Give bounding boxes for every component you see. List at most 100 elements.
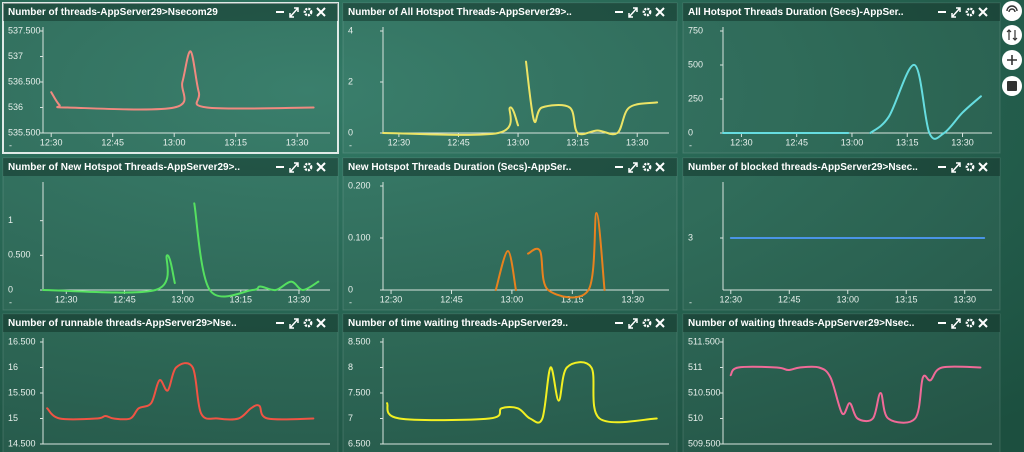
y-tick-label: 750: [688, 25, 703, 35]
corner-label: -: [689, 297, 692, 307]
expand-icon[interactable]: [951, 162, 961, 173]
x-tick-label: 12:30: [380, 294, 403, 304]
y-tick-label: 509.500: [688, 438, 721, 448]
x-tick-label: 13:30: [286, 137, 309, 147]
x-tick-label: 13:00: [836, 294, 859, 304]
close-icon[interactable]: [316, 162, 326, 172]
panel-body: [682, 2, 1001, 154]
close-icon[interactable]: [978, 318, 988, 328]
y-tick-label: 0: [348, 284, 353, 294]
y-tick-label: 536.500: [8, 76, 41, 86]
panel: Number of blocked threads-AppServer29>Ns…: [682, 157, 1001, 311]
corner-label: -: [9, 140, 12, 150]
expand-icon[interactable]: [628, 7, 638, 18]
panel-header: [683, 314, 1000, 332]
x-tick-label: 13:15: [895, 294, 918, 304]
close-icon[interactable]: [978, 162, 988, 172]
line-series: [494, 249, 517, 291]
close-icon[interactable]: [655, 318, 665, 328]
panel: Number of time waiting threads-AppServer…: [342, 313, 678, 452]
x-tick-label: 13:15: [224, 137, 247, 147]
x-tick-label: 13:15: [566, 137, 589, 147]
settings-icon[interactable]: [642, 7, 652, 17]
y-tick-label: 0.500: [8, 250, 31, 260]
x-tick-label: 12:45: [778, 294, 801, 304]
y-tick-label: 510: [688, 413, 703, 423]
settings-icon[interactable]: [642, 162, 652, 172]
y-tick-label: 3: [688, 232, 693, 242]
line-series: [42, 254, 176, 294]
y-tick-label: 6.500: [348, 438, 371, 448]
x-tick-label: 13:00: [841, 137, 864, 147]
corner-label: -: [349, 297, 352, 307]
line-series: [382, 106, 520, 136]
y-tick-label: 535.500: [8, 127, 41, 137]
y-tick-label: 500: [688, 59, 703, 69]
expand-icon[interactable]: [289, 7, 299, 18]
x-tick-label: 12:45: [447, 137, 470, 147]
panel-title: All Hotspot Threads Duration (Secs)-AppS…: [688, 7, 904, 18]
settings-icon[interactable]: [642, 318, 652, 328]
panel-title: New Hotspot Threads Duration (Secs)-AppS…: [348, 162, 572, 173]
x-tick-label: 13:30: [951, 137, 974, 147]
settings-icon[interactable]: [303, 318, 313, 328]
expand-icon[interactable]: [289, 162, 299, 173]
settings-icon[interactable]: [303, 162, 313, 172]
y-tick-label: 537.500: [8, 25, 41, 35]
line-series: [527, 212, 606, 299]
y-tick-label: 0: [8, 284, 13, 294]
sort-button[interactable]: [1002, 25, 1022, 45]
y-tick-label: 7.500: [348, 387, 371, 397]
signal-button[interactable]: [1002, 1, 1022, 21]
x-tick-label: 13:30: [288, 294, 311, 304]
settings-icon[interactable]: [965, 162, 975, 172]
y-tick-label: 0: [348, 127, 353, 137]
panel-title: Number of threads-AppServer29>Nsecom29: [8, 7, 218, 18]
x-tick-label: 13:15: [561, 294, 584, 304]
settings-icon[interactable]: [965, 318, 975, 328]
panel-title: Number of New Hotspot Threads-AppServer2…: [8, 162, 240, 173]
expand-icon[interactable]: [951, 7, 961, 18]
y-tick-label: 0.200: [348, 180, 371, 190]
x-tick-label: 12:30: [40, 137, 63, 147]
settings-icon[interactable]: [965, 7, 975, 17]
corner-label: -: [9, 297, 12, 307]
x-tick-label: 13:15: [230, 294, 253, 304]
y-tick-label: 537: [8, 51, 23, 61]
settings-icon[interactable]: [303, 7, 313, 17]
corner-label: -: [689, 140, 692, 150]
expand-icon[interactable]: [628, 318, 638, 329]
close-icon[interactable]: [316, 7, 326, 17]
panel-title: Number of All Hotspot Threads-AppServer2…: [348, 7, 572, 18]
panel: Number of All Hotspot Threads-AppServer2…: [342, 2, 678, 154]
x-tick-label: 12:30: [720, 294, 743, 304]
close-icon[interactable]: [316, 318, 326, 328]
x-tick-label: 13:30: [953, 294, 976, 304]
add-icon: [1007, 55, 1017, 65]
panel-header: [683, 3, 1000, 21]
y-tick-label: 4: [348, 25, 353, 35]
panel-header: [343, 158, 677, 176]
y-tick-label: 15.500: [8, 387, 36, 397]
line-series: [525, 60, 659, 136]
expand-icon[interactable]: [289, 318, 299, 329]
y-tick-label: 536: [8, 102, 23, 112]
x-tick-label: 13:30: [621, 294, 644, 304]
y-tick-label: 1: [8, 215, 13, 225]
panel-header: [683, 158, 1000, 176]
expand-icon[interactable]: [628, 162, 638, 173]
line-series: [50, 50, 315, 111]
x-tick-label: 12:45: [101, 137, 124, 147]
close-icon[interactable]: [655, 162, 665, 172]
close-icon[interactable]: [978, 7, 988, 17]
panel-body: [682, 157, 1001, 311]
panel-header: [343, 314, 677, 332]
panel: Number of threads-AppServer29>Nsecom29 53…: [2, 2, 339, 154]
close-icon[interactable]: [655, 7, 665, 17]
expand-icon[interactable]: [951, 318, 961, 329]
panel-header: [3, 3, 338, 21]
panel-body: [342, 313, 678, 452]
y-tick-label: 15: [8, 413, 18, 423]
